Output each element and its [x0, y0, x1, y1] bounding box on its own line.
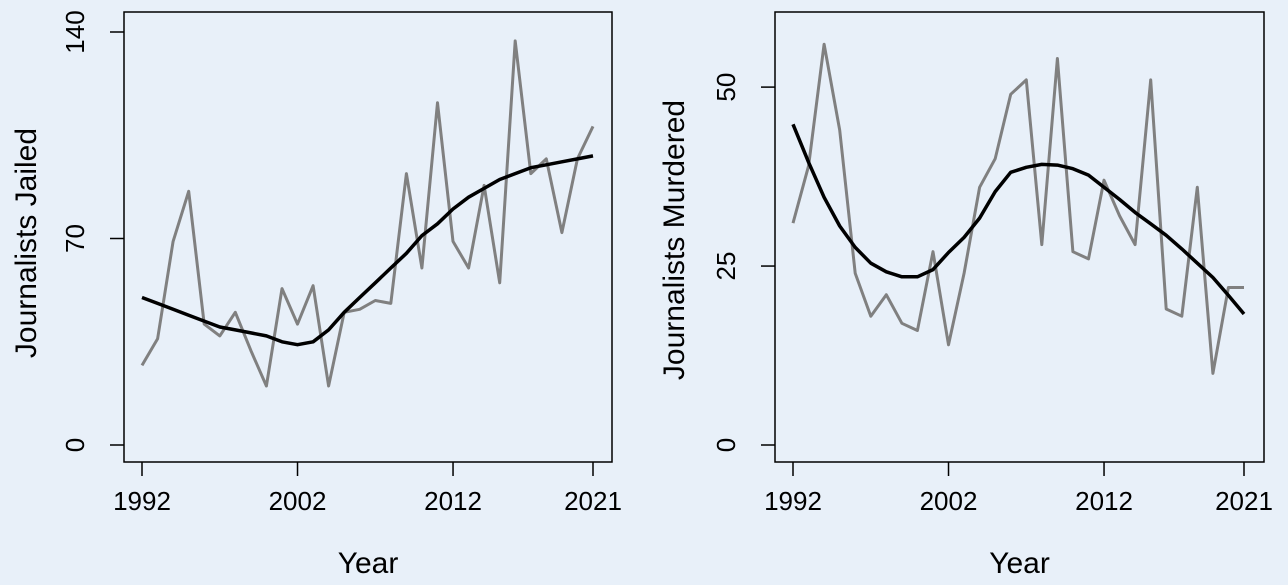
- x-tick-label: 2002: [269, 486, 327, 516]
- series-line-smoothed: [791, 123, 1246, 316]
- x-tick-label: 1992: [764, 486, 822, 516]
- x-tick-label: 2012: [1075, 486, 1133, 516]
- y-tick-label: 70: [60, 224, 90, 253]
- x-axis-title: Year: [989, 547, 1050, 580]
- plot-frame: [123, 11, 613, 463]
- plot-frame: [774, 11, 1265, 463]
- y-tick-label: 140: [60, 10, 90, 53]
- x-tick-label: 2012: [424, 486, 482, 516]
- series-line-smoothed: [141, 154, 594, 347]
- series-line-raw: [791, 42, 1244, 375]
- y-tick-label: 50: [711, 73, 741, 102]
- series-line-raw: [140, 39, 595, 388]
- x-tick-label: 2002: [920, 486, 978, 516]
- y-tick-label: 0: [60, 438, 90, 452]
- y-tick-label: 25: [711, 252, 741, 281]
- x-axis-title: Year: [338, 547, 399, 580]
- x-tick-label: 2021: [564, 486, 622, 516]
- panel-journalists-murdered: 1992 2002 2012 2021 0 25 50 Year Journalists Mur…: [658, 11, 1273, 580]
- x-tick-label: 2021: [1215, 486, 1273, 516]
- panel-journalists-jailed: 1992 2002 2012 2021 0 70 140 Year Journalists Ja…: [10, 10, 622, 580]
- y-tick-label: 0: [711, 438, 741, 452]
- x-tick-label: 1992: [113, 486, 171, 516]
- y-axis-title: Journalists Jailed: [10, 128, 43, 358]
- y-axis-title: Journalists Murdered: [658, 100, 691, 380]
